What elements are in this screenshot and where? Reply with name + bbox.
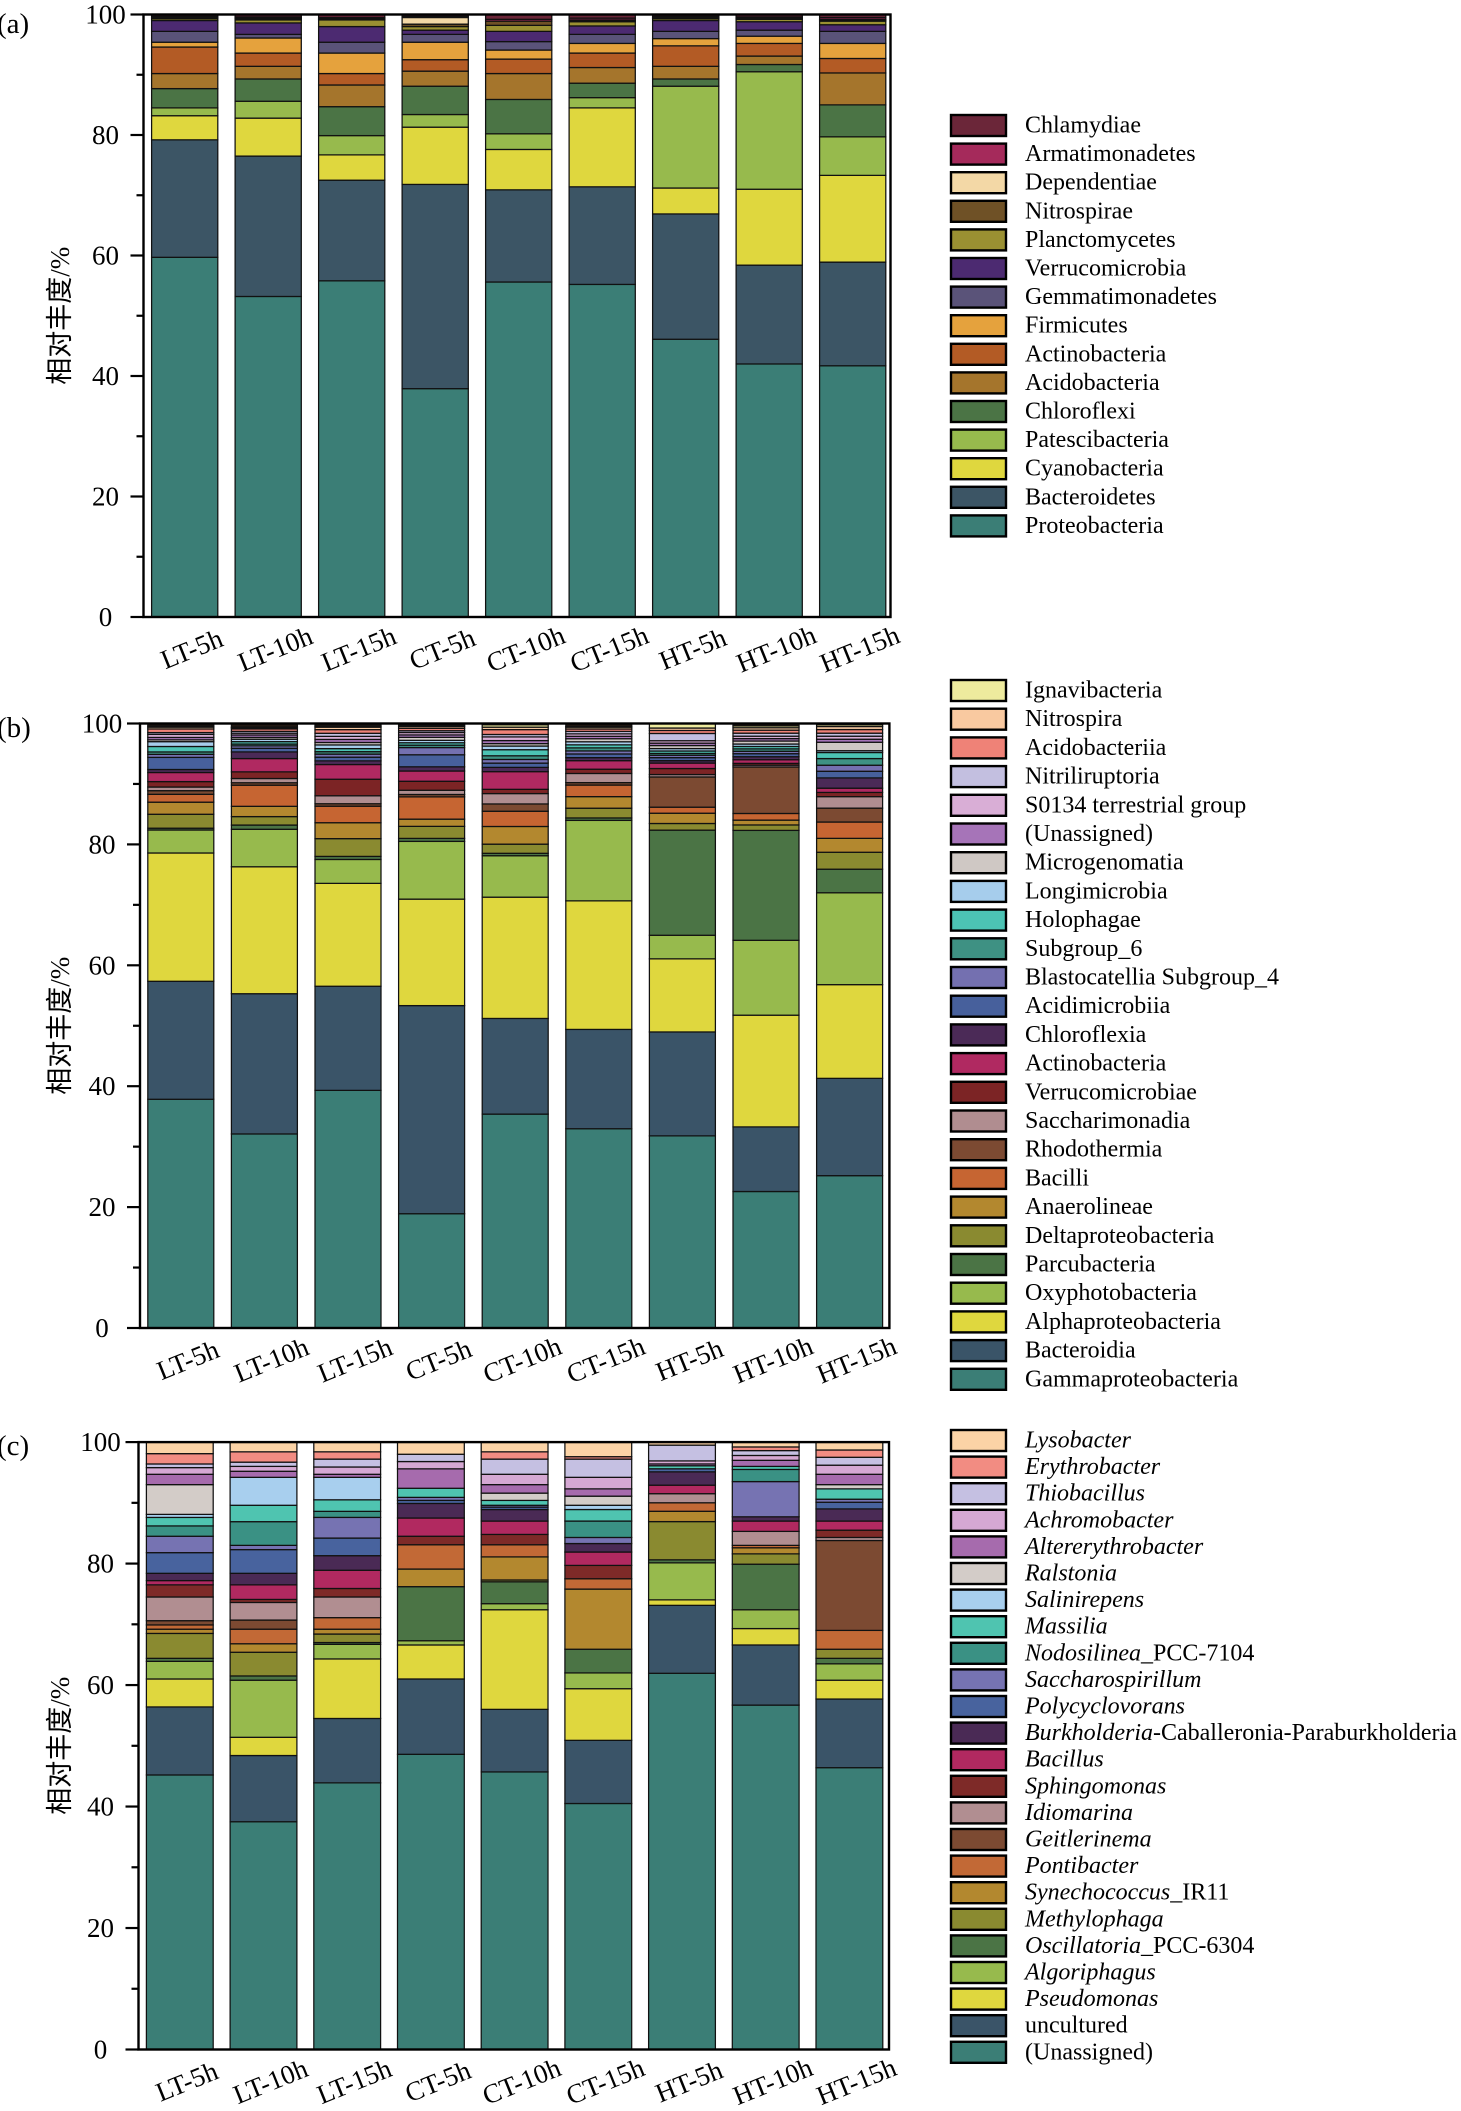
svg-text:Acidimicrobiia: Acidimicrobiia (1025, 993, 1171, 1019)
svg-text:uncultured: uncultured (1025, 2013, 1128, 2039)
svg-text:Actinobacteria: Actinobacteria (1025, 341, 1167, 367)
svg-text:S0134 terrestrial group: S0134 terrestrial group (1025, 792, 1246, 818)
svg-text:Verrucomicrobiae: Verrucomicrobiae (1025, 1079, 1197, 1105)
svg-text:20: 20 (89, 1192, 116, 1222)
svg-text:20: 20 (92, 482, 119, 512)
svg-text:100: 100 (82, 709, 123, 739)
svg-text:Chlamydiae: Chlamydiae (1025, 113, 1141, 139)
svg-text:100: 100 (85, 0, 126, 30)
svg-text:20: 20 (87, 1913, 114, 1943)
svg-text:Chloroflexia: Chloroflexia (1025, 1022, 1147, 1048)
svg-text:80: 80 (87, 1549, 114, 1579)
svg-text:Acidobacteriia: Acidobacteriia (1025, 735, 1167, 761)
svg-text:0: 0 (94, 2035, 108, 2065)
svg-text:Nodosilinea_PCC-7104: Nodosilinea_PCC-7104 (1024, 1640, 1254, 1666)
svg-text:Saccharimonadia: Saccharimonadia (1025, 1108, 1191, 1134)
svg-text:Salinirepens: Salinirepens (1025, 1587, 1144, 1613)
svg-text:40: 40 (89, 1071, 116, 1101)
svg-text:Cyanobacteria: Cyanobacteria (1025, 456, 1164, 482)
svg-text:Algoriphagus: Algoriphagus (1023, 1960, 1156, 1986)
svg-text:60: 60 (87, 1670, 114, 1700)
svg-text:相对丰度/%: 相对丰度/% (45, 247, 75, 385)
svg-text:Alphaproteobacteria: Alphaproteobacteria (1025, 1309, 1221, 1335)
svg-text:Gammaproteobacteria: Gammaproteobacteria (1025, 1366, 1239, 1392)
svg-text:Holophagae: Holophagae (1025, 907, 1141, 933)
svg-text:Polycyclovorans: Polycyclovorans (1024, 1694, 1185, 1720)
svg-text:100: 100 (80, 1427, 121, 1457)
svg-text:Subgroup_6: Subgroup_6 (1025, 936, 1142, 962)
svg-text:Ignavibacteria: Ignavibacteria (1025, 678, 1163, 704)
svg-text:Firmicutes: Firmicutes (1025, 313, 1128, 339)
svg-text:Oscillatoria_PCC-6304: Oscillatoria_PCC-6304 (1025, 1933, 1254, 1959)
svg-text:相对丰度/%: 相对丰度/% (45, 957, 75, 1095)
svg-text:Verrucomicrobia: Verrucomicrobia (1025, 256, 1187, 282)
svg-text:60: 60 (89, 950, 116, 980)
svg-text:Proteobacteria: Proteobacteria (1025, 513, 1164, 539)
svg-text:Pontibacter: Pontibacter (1024, 1853, 1139, 1879)
svg-text:Nitrospirae: Nitrospirae (1025, 198, 1133, 224)
svg-text:Armatimonadetes: Armatimonadetes (1025, 141, 1196, 167)
svg-text:Dependentiae: Dependentiae (1025, 170, 1157, 196)
svg-text:(a): (a) (0, 8, 29, 40)
svg-text:(c): (c) (0, 1430, 29, 1462)
svg-text:Chloroflexi: Chloroflexi (1025, 399, 1136, 425)
svg-text:Nitrospira: Nitrospira (1025, 706, 1123, 732)
svg-text:Deltaproteobacteria: Deltaproteobacteria (1025, 1223, 1215, 1249)
svg-text:Idiomarina: Idiomarina (1024, 1800, 1133, 1826)
svg-text:80: 80 (92, 120, 119, 150)
svg-text:Nitriliruptoria: Nitriliruptoria (1025, 764, 1160, 790)
svg-text:Erythrobacter: Erythrobacter (1024, 1454, 1161, 1480)
svg-text:Altererythrobacter: Altererythrobacter (1023, 1534, 1204, 1560)
svg-text:Parcubacteria: Parcubacteria (1025, 1252, 1156, 1278)
svg-text:Blastocatellia Subgroup_4: Blastocatellia Subgroup_4 (1025, 965, 1279, 991)
svg-text:Methylophaga: Methylophaga (1024, 1906, 1164, 1932)
svg-text:Burkholderia-Caballeronia-Para: Burkholderia-Caballeronia-Paraburkholder… (1025, 1720, 1457, 1746)
svg-text:Achromobacter: Achromobacter (1023, 1507, 1174, 1533)
svg-text:0: 0 (95, 1313, 109, 1343)
svg-text:Synechococcus_IR11: Synechococcus_IR11 (1025, 1880, 1229, 1906)
svg-text:Microgenomatia: Microgenomatia (1025, 850, 1184, 876)
svg-text:Geitlerinema: Geitlerinema (1025, 1827, 1152, 1853)
svg-text:Longimicrobia: Longimicrobia (1025, 878, 1168, 904)
svg-text:Patescibacteria: Patescibacteria (1025, 427, 1169, 453)
svg-text:Gemmatimonadetes: Gemmatimonadetes (1025, 284, 1217, 310)
svg-text:Saccharospirillum: Saccharospirillum (1025, 1667, 1201, 1693)
svg-text:Oxyphotobacteria: Oxyphotobacteria (1025, 1280, 1197, 1306)
svg-text:Massilia: Massilia (1024, 1614, 1108, 1640)
svg-text:(Unassigned): (Unassigned) (1025, 2039, 1153, 2065)
svg-text:Bacteroidetes: Bacteroidetes (1025, 484, 1156, 510)
svg-text:Rhodothermia: Rhodothermia (1025, 1137, 1163, 1163)
svg-text:Anaerolineae: Anaerolineae (1025, 1194, 1153, 1220)
svg-text:Pseudomonas: Pseudomonas (1024, 1986, 1158, 2012)
svg-text:相对丰度/%: 相对丰度/% (45, 1677, 75, 1815)
svg-text:Ralstonia: Ralstonia (1024, 1561, 1117, 1587)
svg-text:(b): (b) (0, 712, 31, 744)
svg-text:80: 80 (89, 829, 116, 859)
svg-text:0: 0 (99, 602, 113, 632)
svg-text:Actinobacteria: Actinobacteria (1025, 1051, 1167, 1077)
svg-text:60: 60 (92, 241, 119, 271)
svg-text:Sphingomonas: Sphingomonas (1025, 1773, 1166, 1799)
svg-text:Bacteroidia: Bacteroidia (1025, 1338, 1136, 1364)
svg-text:Bacillus: Bacillus (1025, 1747, 1104, 1773)
svg-text:Planctomycetes: Planctomycetes (1025, 227, 1176, 253)
svg-text:Bacilli: Bacilli (1025, 1165, 1089, 1191)
svg-text:Lysobacter: Lysobacter (1024, 1428, 1132, 1454)
svg-text:40: 40 (87, 1792, 114, 1822)
svg-text:(Unassigned): (Unassigned) (1025, 821, 1153, 847)
svg-text:Acidobacteria: Acidobacteria (1025, 370, 1160, 396)
svg-text:40: 40 (92, 361, 119, 391)
svg-text:Thiobacillus: Thiobacillus (1025, 1481, 1145, 1507)
